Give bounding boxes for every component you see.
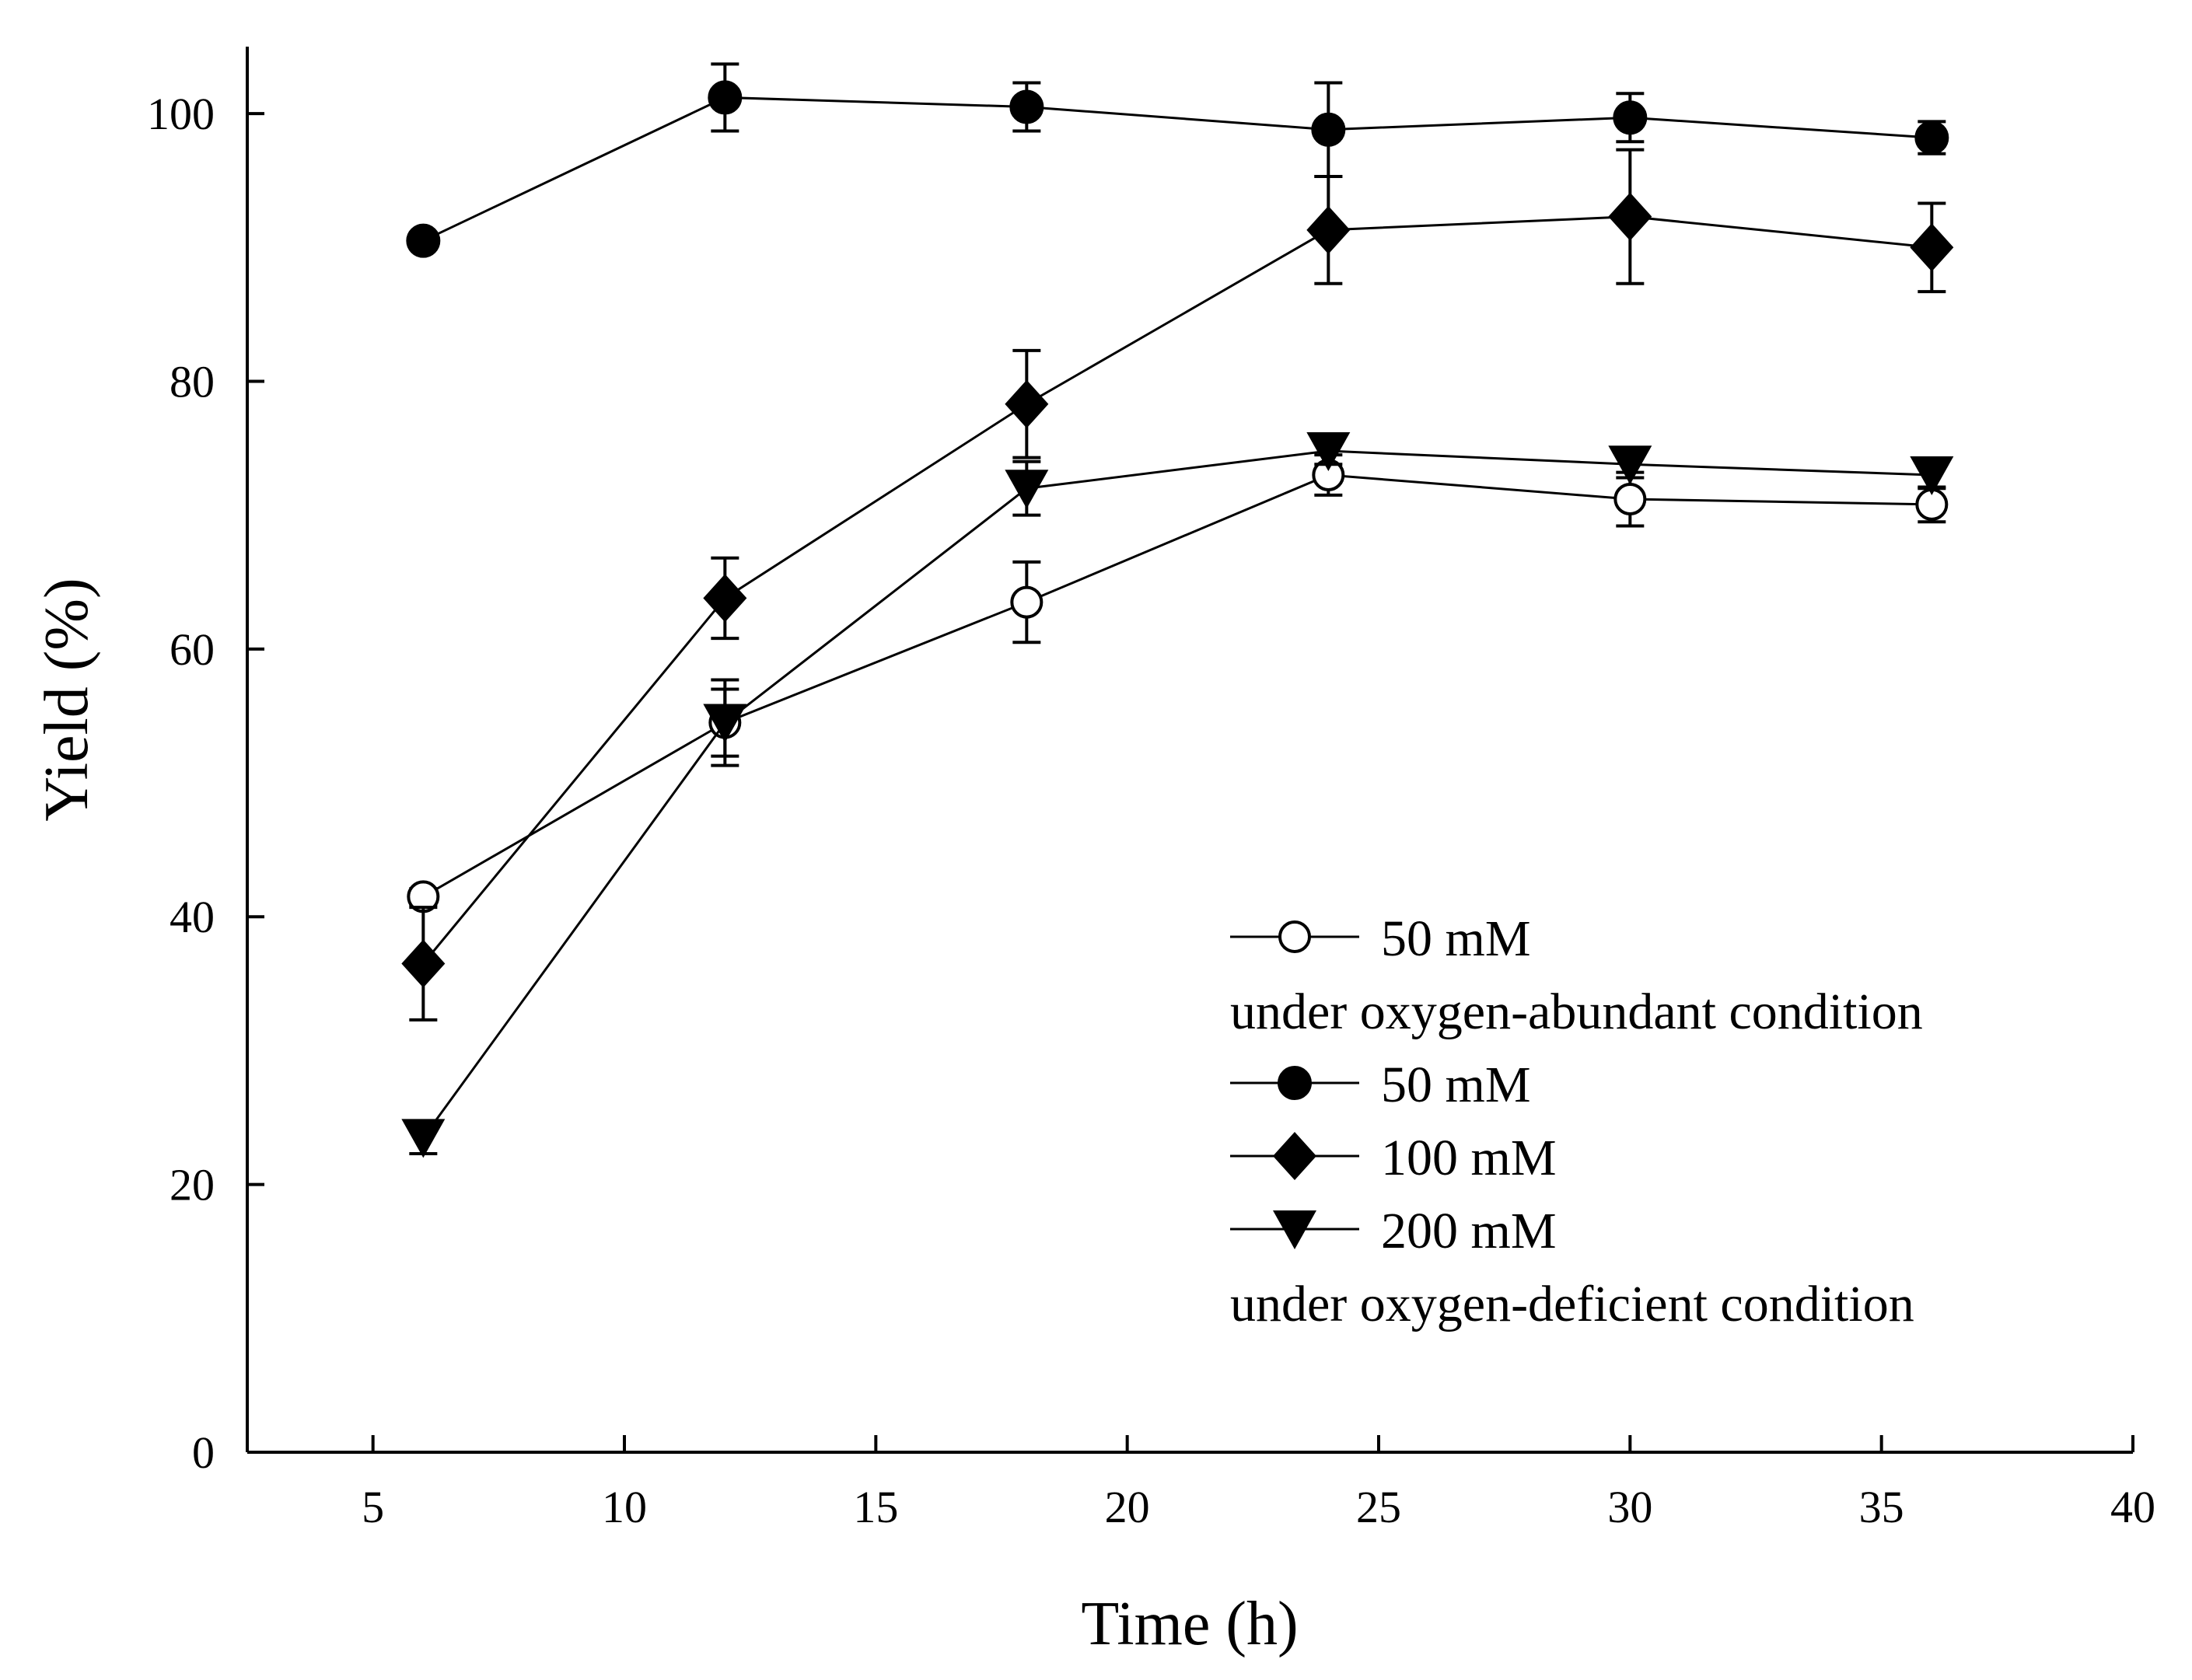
legend-note: under oxygen-deficient condition [1230, 1276, 1914, 1332]
x-tick-label: 40 [2110, 1482, 2155, 1532]
data-point [401, 1119, 446, 1158]
series-filled-50 [406, 62, 1949, 258]
data-point [1306, 432, 1351, 472]
x-tick-label: 35 [1859, 1482, 1904, 1532]
data-point [1005, 470, 1049, 509]
legend-marker [1278, 920, 1311, 953]
series-filled-200 [401, 432, 1954, 1158]
data-point [1910, 223, 1954, 272]
legend-marker [1273, 1210, 1316, 1249]
y-tick-label: 40 [170, 892, 215, 942]
data-point [1608, 445, 1652, 485]
y-axis-title: Yield (%) [33, 578, 101, 821]
data-point [1306, 205, 1351, 254]
legend-label: 200 mM [1381, 1203, 1557, 1259]
x-tick-label: 10 [602, 1482, 647, 1532]
series-line [422, 473, 1932, 898]
series-line [422, 449, 1932, 1139]
data-point [406, 223, 441, 258]
legend: 50 mM under oxygen-abundant condition 50 m… [1230, 910, 1923, 1332]
legend-marker [1273, 1132, 1316, 1180]
legend-label: 50 mM [1381, 910, 1531, 967]
data-point [703, 574, 747, 623]
series-line [422, 215, 1932, 965]
data-point [1910, 456, 1954, 496]
series-filled-100 [401, 148, 1954, 1022]
x-tick-label: 15 [853, 1482, 898, 1532]
ticks-layer: 5 10 15 20 25 30 35 40 0 20 40 60 80 100 [147, 89, 2155, 1532]
data-point [1009, 89, 1044, 124]
data-point [1311, 112, 1346, 147]
data-point [1613, 100, 1648, 135]
x-tick-label: 30 [1607, 1482, 1652, 1532]
series-line [422, 96, 1932, 243]
x-tick-label: 5 [362, 1482, 384, 1532]
series-layer [401, 62, 1954, 1158]
y-tick-label: 60 [170, 624, 215, 675]
x-tick-label: 25 [1356, 1482, 1401, 1532]
data-point [401, 939, 446, 988]
y-tick-label: 20 [170, 1160, 215, 1210]
legend-marker [1278, 1066, 1312, 1100]
axes-layer [246, 47, 2133, 1454]
data-point [1005, 379, 1049, 428]
x-tick-label: 20 [1105, 1482, 1150, 1532]
x-axis-title: Time (h) [1081, 1590, 1298, 1658]
data-point [703, 704, 747, 743]
legend-label: 100 mM [1381, 1130, 1557, 1186]
y-tick-label: 80 [170, 356, 215, 407]
data-point [1608, 192, 1652, 241]
legend-label: 50 mM [1381, 1057, 1531, 1113]
y-tick-label: 100 [147, 89, 215, 139]
data-point [1010, 585, 1044, 619]
legend-note: under oxygen-abundant condition [1230, 983, 1923, 1040]
data-point [1613, 483, 1647, 516]
series-open-50 [407, 453, 1949, 913]
data-point [1914, 120, 1949, 155]
y-tick-label: 0 [192, 1427, 215, 1478]
data-point [708, 80, 743, 115]
